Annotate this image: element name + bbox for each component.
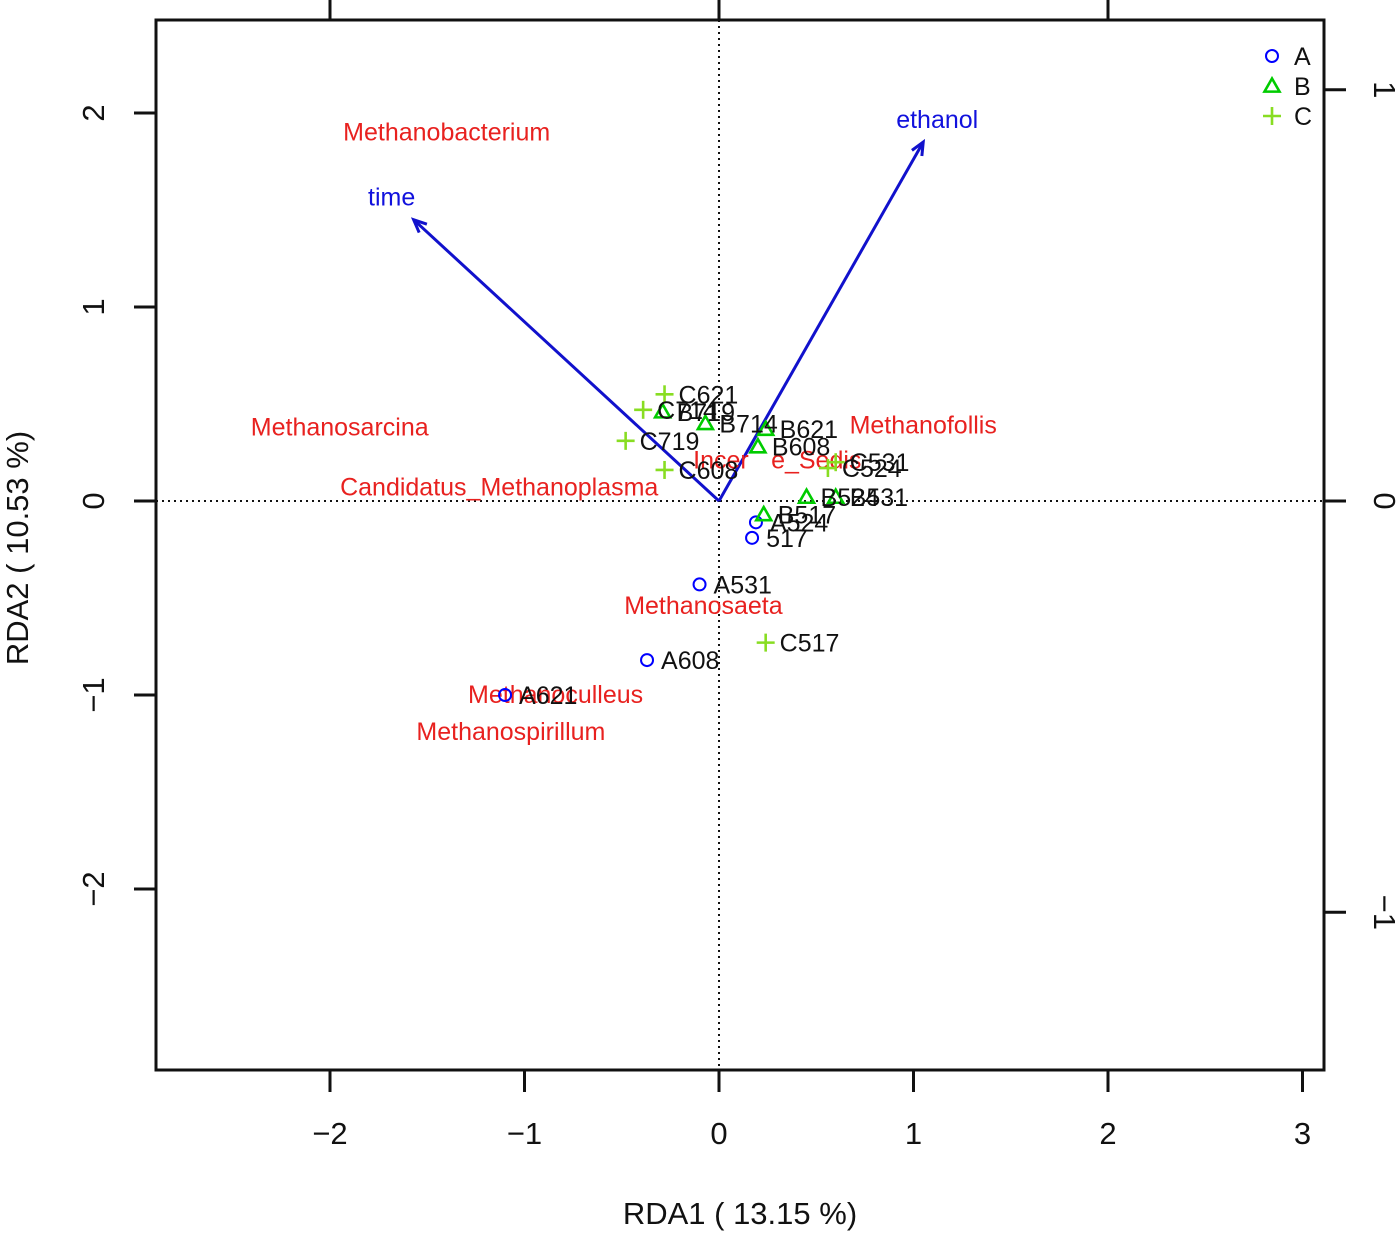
legend-symbol-a	[1265, 49, 1279, 63]
site-points	[498, 385, 846, 702]
species-label: Methanosaeta	[624, 592, 783, 620]
arrow-shaft-ethanol	[717, 141, 925, 502]
site-point-b524	[796, 486, 817, 505]
reference-lines	[156, 20, 1324, 1070]
site-labels: A531A608A621A524517B714B719B621B608B531B…	[519, 381, 909, 710]
species-label: e_Sedis	[771, 446, 861, 474]
site-point-c719	[616, 431, 635, 450]
arrow-shaft-time	[412, 218, 721, 503]
site-label: B531	[850, 484, 908, 512]
legend: ABC	[1262, 43, 1312, 131]
site-label: A608	[661, 647, 719, 675]
site-label: B714	[719, 410, 777, 438]
x-tick-label: −1	[507, 1116, 542, 1151]
site-label: A531	[714, 571, 772, 599]
species-labels: Methanobacterium Methanosarcina Candidatus…	[251, 118, 997, 745]
arrow-label-time: time	[368, 184, 415, 212]
x-axis-label: RDA1 ( 13.15 %)	[623, 1196, 857, 1231]
site-label: C714	[657, 397, 717, 425]
right-tick-label: −1	[1367, 895, 1400, 930]
arrow-head-ethanol	[911, 138, 926, 157]
y-tick-label: 0	[76, 492, 111, 509]
site-point-c608	[655, 460, 674, 479]
site-label: 517	[766, 525, 808, 553]
right-tick-label: 1	[1367, 81, 1400, 98]
site-label: C517	[780, 630, 840, 658]
y-tick-label: 1	[76, 298, 111, 315]
site-point-c621	[655, 385, 674, 404]
site-point-a608	[640, 653, 655, 668]
species-label: Incer	[693, 446, 749, 474]
site-point-a531	[692, 577, 707, 592]
species-label: Methanofollis	[850, 411, 997, 439]
environmental-arrows: time ethanol	[368, 106, 978, 503]
site-point-b608	[748, 436, 768, 454]
site-label: A621	[519, 682, 577, 710]
species-label: Methanobacterium	[343, 118, 550, 146]
species-label: Candidatus_Methanoplasma	[340, 473, 658, 501]
site-point-c714	[634, 400, 653, 419]
legend-label-a: A	[1294, 43, 1311, 71]
site-point-b714	[695, 413, 716, 431]
arrow-head-time	[410, 217, 428, 234]
site-point-517	[745, 530, 760, 545]
site-point-c531	[826, 453, 845, 472]
x-tick-label: −2	[312, 1116, 347, 1151]
right-tick-label: 0	[1367, 492, 1400, 509]
site-label: B719	[677, 399, 735, 427]
axes: −2 −1 0 1 2 3 −2 −1 0 1 2 1 0 −1	[76, 0, 1400, 1151]
site-point-b517	[753, 504, 774, 522]
arrow-label-ethanol: ethanol	[896, 106, 978, 134]
species-label: Methanoculleus	[468, 681, 643, 709]
species-label: Methanospirillum	[416, 718, 605, 746]
y-axis-label: RDA2 ( 10.53 %)	[0, 431, 35, 665]
x-tick-label: 2	[1099, 1116, 1116, 1151]
site-label: B621	[780, 416, 838, 444]
legend-label-c: C	[1294, 103, 1312, 131]
plot-frame	[154, 18, 1326, 1072]
site-point-a621	[498, 688, 513, 702]
species-label: Methanosarcina	[251, 413, 429, 441]
site-label: C608	[679, 457, 739, 485]
site-point-c517	[756, 633, 775, 652]
site-label: B608	[772, 434, 830, 462]
site-point-b531	[825, 486, 846, 505]
y-tick-label: −2	[76, 871, 111, 906]
site-point-b719	[652, 401, 673, 419]
site-label: C531	[850, 449, 910, 477]
site-label: C524	[842, 455, 902, 483]
site-label: B524	[821, 484, 879, 512]
site-point-a524	[748, 515, 763, 530]
site-label: B517	[778, 502, 836, 530]
x-tick-label: 3	[1294, 1116, 1311, 1151]
site-label: A524	[770, 509, 828, 537]
site-label: C621	[679, 381, 739, 409]
x-tick-label: 0	[710, 1116, 727, 1151]
site-label: C719	[640, 428, 700, 456]
legend-label-b: B	[1294, 73, 1311, 101]
x-tick-label: 1	[905, 1116, 922, 1151]
y-tick-label: −1	[76, 677, 111, 712]
legend-symbol-b	[1262, 75, 1282, 93]
y-tick-label: 2	[76, 104, 111, 121]
site-point-b621	[755, 419, 776, 437]
legend-symbol-c	[1263, 107, 1281, 125]
